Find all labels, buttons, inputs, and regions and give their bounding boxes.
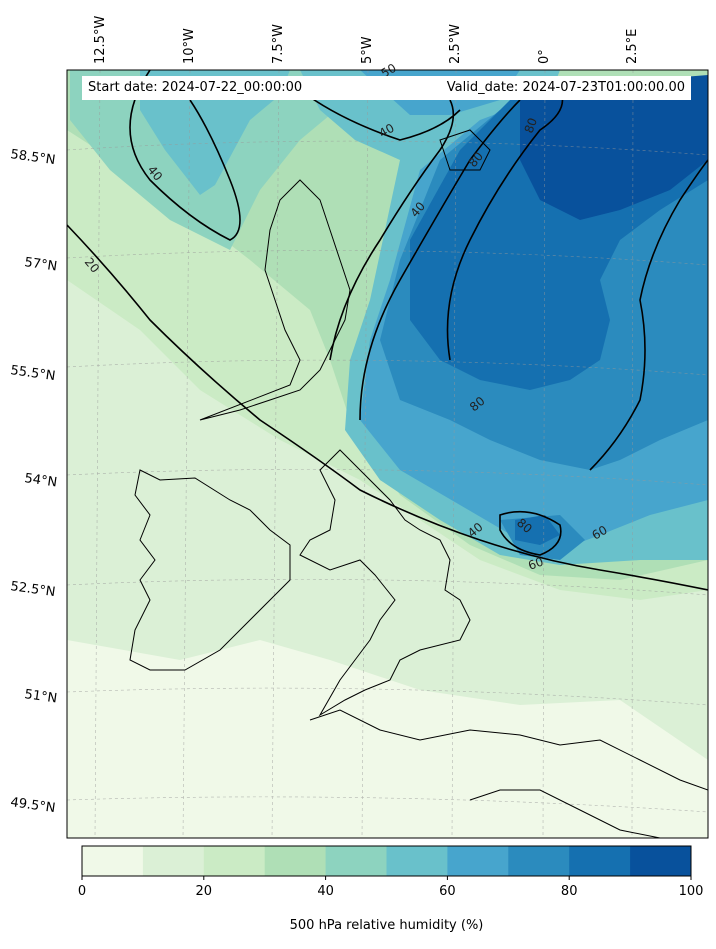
colorbar-swatch — [386, 846, 448, 876]
humidity-field — [67, 70, 708, 838]
colorbar: 0 20 40 60 80 100 — [78, 845, 704, 899]
lat-label: 58.5°N — [9, 147, 56, 168]
lat-label: 55.5°N — [9, 363, 56, 384]
lon-label: 5°W — [360, 36, 375, 64]
colorbar-title: 500 hPa relative humidity (%) — [289, 918, 484, 933]
valid-date-label: Valid_date: 2024-07-23T01:00:00.00 — [362, 76, 691, 100]
contour-label: 40 — [377, 121, 397, 141]
lon-label: 12.5°W — [93, 16, 108, 64]
colorbar-tick-label: 60 — [439, 884, 456, 899]
latitude-axis: 58.5°N 57°N 55.5°N 54°N 52.5°N 51°N 49.5… — [9, 147, 58, 816]
colorbar-tick-label: 40 — [317, 884, 334, 899]
contour-label: 60 — [590, 523, 610, 543]
colorbar-swatch — [82, 846, 144, 876]
lon-label: 7.5°W — [271, 24, 286, 64]
colorbar-swatch — [203, 846, 266, 876]
colorbar-swatch — [264, 846, 327, 876]
colorbar-frame — [81, 845, 692, 877]
colorbar-swatch — [325, 846, 387, 876]
map-frame — [66, 69, 709, 839]
lon-label: 10°W — [182, 28, 197, 64]
lon-label: 2.5°E — [625, 29, 640, 64]
colorbar-tick-label: 100 — [679, 884, 704, 899]
colorbar-tick-label: 20 — [196, 884, 213, 899]
contour-label: 60 — [526, 554, 545, 572]
longitude-axis: 12.5°W 10°W 7.5°W 5°W 2.5°W 0° 2.5°E — [93, 16, 640, 64]
lat-label: 52.5°N — [9, 579, 56, 600]
colorbar-swatch — [142, 846, 205, 876]
start-date-label: Start date: 2024-07-22_00:00:00 — [82, 76, 368, 100]
contour-label: 50 — [379, 61, 399, 81]
colorbar-tick-label: 80 — [561, 884, 578, 899]
contour-label: 80 — [522, 116, 540, 135]
graticule — [67, 70, 708, 838]
lat-label: 57°N — [23, 255, 58, 274]
colorbar-swatches — [82, 846, 692, 876]
lat-label: 54°N — [23, 471, 58, 490]
coastlines — [129, 129, 708, 838]
lat-label: 51°N — [23, 687, 58, 706]
lat-label: 49.5°N — [9, 795, 56, 816]
colorbar-tick-label: 0 — [78, 884, 86, 899]
colorbar-swatch — [447, 846, 509, 876]
colorbar-swatch — [630, 846, 692, 876]
lon-label: 0° — [537, 49, 552, 64]
contour-lines — [67, 70, 708, 591]
lon-label: 2.5°W — [448, 24, 463, 64]
colorbar-ticks: 0 20 40 60 80 100 — [78, 876, 704, 899]
colorbar-swatch — [569, 846, 631, 876]
colorbar-swatch — [508, 846, 570, 876]
